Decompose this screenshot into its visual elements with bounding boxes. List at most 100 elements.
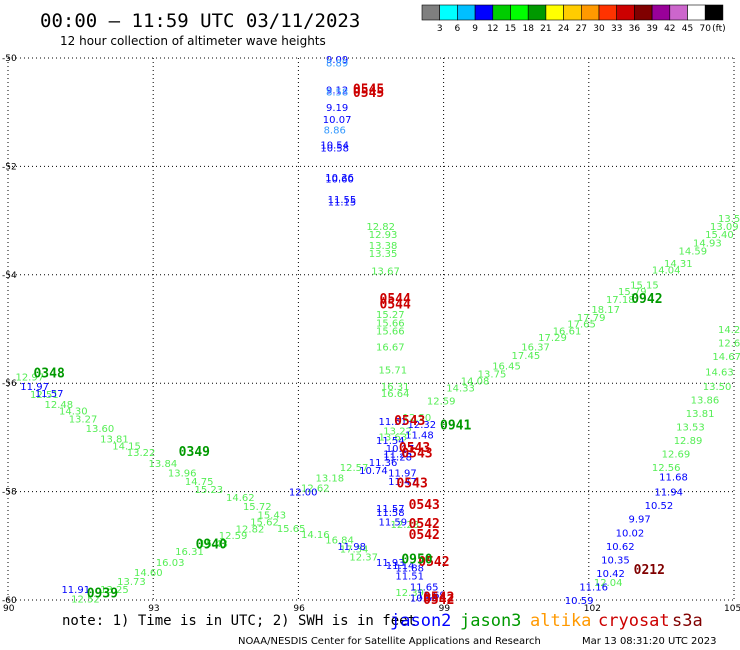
color-tick-label: 42	[664, 24, 675, 34]
color-swatch	[616, 4, 635, 21]
color-swatch	[563, 4, 582, 21]
swh-label: 11.47	[388, 477, 417, 488]
time-label: 0939	[87, 586, 118, 601]
swh-label: 9.09	[326, 55, 348, 66]
swh-label: 11.15	[328, 198, 357, 209]
color-tick-label: 33	[611, 24, 622, 34]
time-label: 0349	[179, 445, 210, 460]
swh-label: 12.59	[219, 531, 248, 542]
swh-label: 11.54	[376, 436, 405, 447]
color-swatch	[457, 4, 476, 21]
swh-label: 13.27	[69, 414, 98, 425]
swh-label: 11.68	[659, 472, 688, 483]
swh-label: 13.38	[369, 241, 398, 252]
swh-label: 14.2	[718, 325, 740, 336]
color-tick-label: 12	[487, 24, 498, 34]
swh-label: 8.89	[326, 58, 348, 69]
x-tick-label: 102	[584, 604, 601, 614]
swh-label: 16.45	[492, 361, 521, 372]
swh-label: 14.75	[185, 477, 214, 488]
swh-label: 10.59	[565, 596, 594, 607]
swh-label: 15.40	[705, 230, 734, 241]
time-label: 0212	[634, 563, 665, 578]
swh-label: 13.84	[149, 459, 178, 470]
time-label: 0545	[353, 82, 384, 97]
swh-label: 10.60	[325, 174, 354, 185]
swh-label: 11.51	[395, 572, 424, 583]
legend-s3a: s3a	[672, 611, 703, 631]
swh-label: 13.25	[100, 585, 129, 596]
color-tick-label: 36	[629, 24, 641, 34]
swh-label: 11.57	[376, 504, 405, 515]
swh-label: 14.93	[693, 238, 722, 249]
swh-label: 14.60	[134, 568, 163, 579]
x-tick-label: 96	[293, 604, 305, 614]
swh-label: 12.32	[407, 420, 436, 431]
swh-label: 17.29	[538, 333, 567, 344]
time-label: 0543	[394, 414, 425, 429]
color-swatch	[545, 4, 564, 21]
time-label: 0544	[380, 298, 411, 313]
swh-label: 15.79	[618, 287, 647, 298]
swh-label: 10.35	[601, 555, 630, 566]
swh-label: 14.31	[664, 259, 693, 270]
grid-lines	[7, 57, 735, 601]
swh-label: 13.35	[369, 249, 398, 260]
swh-label: 18.17	[591, 305, 620, 316]
swh-label: 9.19	[326, 103, 348, 114]
swh-label: 9.97	[628, 515, 650, 526]
swh-label: 11.93	[376, 558, 405, 569]
swh-label: 14.67	[712, 352, 740, 363]
time-label: 0542	[409, 517, 440, 532]
swh-label: 12.93	[369, 230, 398, 241]
chart-subtitle: 12 hour collection of altimeter wave hei…	[60, 34, 326, 48]
swh-label: 10.36	[325, 173, 354, 184]
swh-label: 10.07	[323, 115, 352, 126]
swh-label: 11.58	[376, 508, 405, 519]
swh-label: 12.39	[395, 588, 424, 599]
swh-label: 17.65	[567, 320, 596, 331]
color-tick-label: 15	[505, 24, 516, 34]
time-label: 0542	[418, 555, 449, 570]
color-swatch	[704, 4, 724, 21]
color-tick-label: 70	[699, 24, 711, 34]
y-tick-label: -52	[2, 162, 17, 172]
color-tick-label: 18	[522, 24, 534, 34]
swh-label: 13.50	[703, 382, 732, 393]
x-axis-ticks: 90 93 96 99 102 105	[3, 604, 740, 614]
time-label: 0950	[401, 552, 432, 567]
swh-label: 14.33	[446, 384, 475, 395]
swh-label: 14.15	[112, 442, 141, 453]
swh-label: 15.66	[376, 327, 405, 338]
swh-label: 11.51	[378, 417, 407, 428]
footer-timestamp: Mar 13 08:31:20 UTC 2023	[582, 636, 717, 647]
swh-label: 11.97	[388, 469, 417, 480]
swh-label: 11.98	[337, 542, 366, 553]
legend-altika: altika	[530, 611, 591, 631]
time-label: 0940	[196, 538, 227, 553]
swh-label: 9.12	[326, 85, 348, 96]
swh-label: 15.43	[199, 539, 228, 550]
swh-label: 11.16	[579, 582, 608, 593]
time-label: 0542	[423, 593, 454, 608]
time-label: 0545	[353, 86, 384, 101]
color-tick-label: 27	[576, 24, 587, 34]
swh-label: 14.30	[59, 406, 88, 417]
swh-label: 12.48	[44, 400, 73, 411]
swh-label: 14.59	[679, 246, 708, 257]
color-swatch	[510, 4, 529, 21]
footer-note: note: 1) Time is in UTC; 2) SWH is in fe…	[62, 613, 416, 629]
data-labels: 12.9712.5112.4814.3013.2713.6013.8114.15…	[15, 55, 740, 608]
swh-label: 16.37	[521, 342, 550, 353]
swh-label: 11.26	[383, 450, 412, 461]
swh-label: 8.86	[324, 126, 346, 137]
swh-label: 16.84	[325, 535, 354, 546]
color-tick-label: 45	[682, 24, 693, 34]
swh-label: 15.66	[376, 318, 405, 329]
time-label: 0542	[423, 590, 454, 605]
swh-label: 15.72	[243, 502, 272, 513]
swh-label: 12.82	[236, 524, 265, 535]
swh-label: 12.04	[594, 578, 623, 589]
swh-label: 11.59	[378, 517, 407, 528]
